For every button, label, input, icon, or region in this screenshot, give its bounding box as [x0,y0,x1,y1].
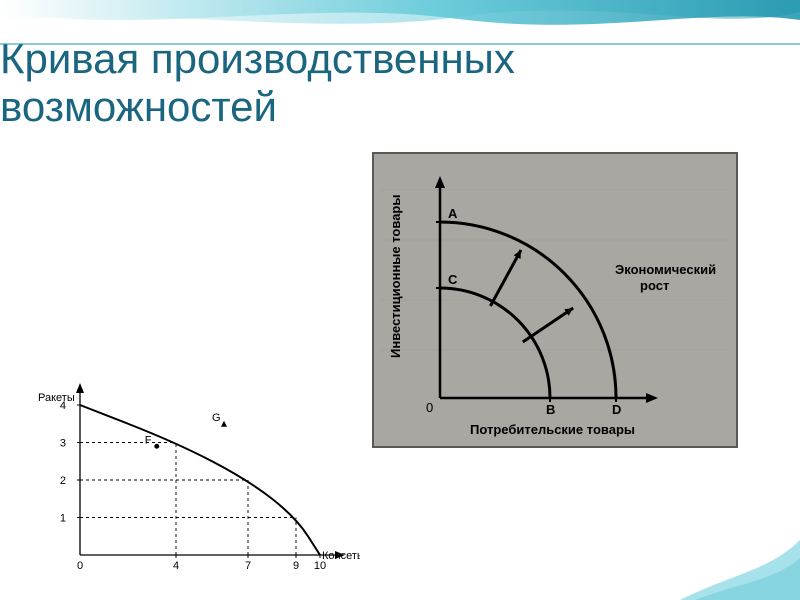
svg-text:рост: рост [640,278,669,293]
svg-text:G: G [212,412,221,424]
svg-text:0: 0 [426,400,433,415]
svg-text:Ракеты: Ракеты [38,392,75,404]
svg-text:Экономический: Экономический [615,262,716,277]
svg-text:2: 2 [60,475,66,487]
svg-text:9: 9 [293,560,299,572]
svg-text:Инвестиционные товары: Инвестиционные товары [388,195,403,358]
corner-flourish [680,520,800,600]
page-title: Кривая производственных возможностей [0,35,620,132]
svg-text:C: C [448,272,458,287]
svg-text:Консеть: Консеть [322,550,360,562]
ppf-growth-chart: A C B D 0 Инвестиционные товары Потребительски… [370,150,740,450]
svg-text:D: D [612,402,621,417]
svg-text:A: A [448,206,458,221]
svg-text:0: 0 [77,560,83,572]
svg-text:3: 3 [60,438,66,450]
svg-text:B: B [546,402,555,417]
svg-text:F: F [145,434,152,446]
svg-text:Потребительские товары: Потребительские товары [470,422,635,437]
svg-text:4: 4 [173,560,179,572]
svg-text:1: 1 [60,513,66,525]
svg-text:7: 7 [245,560,251,572]
ppf-simple-chart: FG 1234047910РакетыКонсеть [20,375,360,590]
